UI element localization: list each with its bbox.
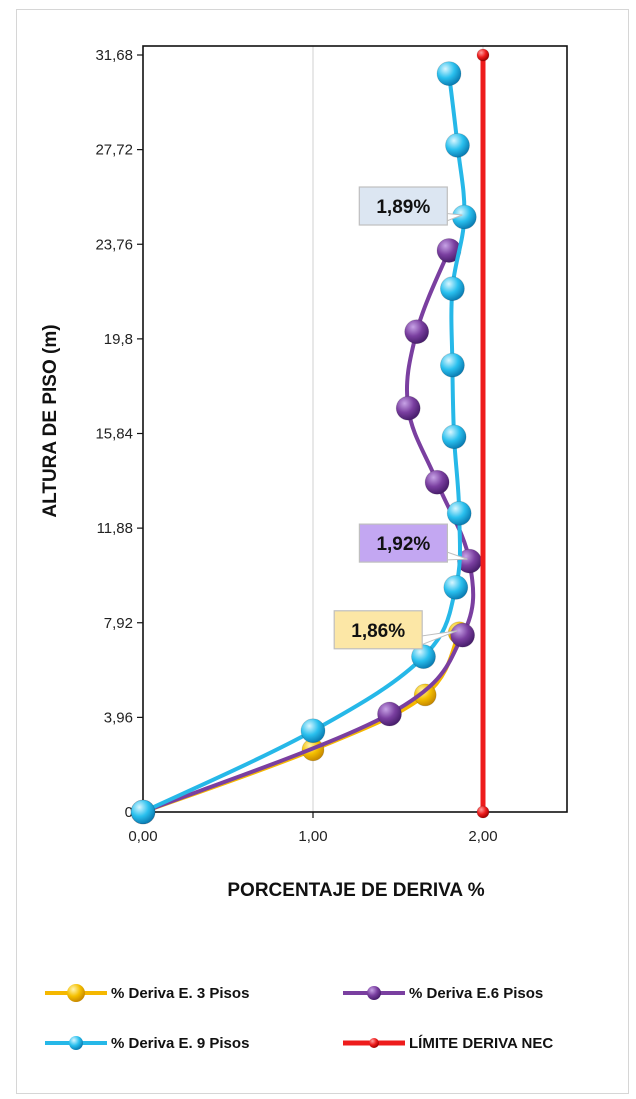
data-point (436, 61, 462, 87)
data-point (413, 683, 437, 707)
data-point (395, 395, 421, 421)
data-point (445, 132, 470, 158)
x-axis-title: PORCENTAJE DE DERIVA % (227, 880, 484, 901)
chart-frame (16, 9, 629, 1094)
y-tick-label: 7,92 (104, 615, 133, 632)
data-point (450, 622, 476, 648)
data-point (404, 319, 430, 345)
callout-box (358, 186, 448, 226)
series-2 (130, 61, 477, 825)
data-point (476, 48, 490, 62)
y-tick-label: 27,72 (95, 142, 133, 159)
x-tick-label: 0,00 (128, 828, 157, 845)
data-point (441, 424, 467, 450)
legend-marker (369, 1038, 379, 1048)
data-label: 1,92% (376, 534, 430, 555)
legend-label: LÍMITE DERIVA NEC (409, 1035, 553, 1052)
data-point (439, 276, 465, 302)
data-label: 1,89% (376, 197, 430, 218)
data-point (439, 352, 465, 378)
legend-marker (67, 984, 85, 1002)
legend-item: LÍMITE DERIVA NEC (343, 1035, 553, 1052)
data-point (424, 469, 450, 495)
axes: 0 3,96 7,92 11,88 15,84 19,8 23,76 27,72 31,68 0,… (95, 45, 568, 845)
y-tick-label: 31,68 (95, 47, 133, 64)
data-callout: 1,92% (358, 523, 468, 563)
legend: % Deriva E. 3 Pisos % Deriva E.6 Pisos % D… (45, 984, 553, 1052)
legend-label: % Deriva E.6 Pisos (409, 985, 543, 1002)
callout-box (333, 610, 423, 650)
data-point (476, 805, 490, 819)
legend-label: % Deriva E. 3 Pisos (111, 985, 249, 1002)
legend-marker (69, 1036, 83, 1050)
y-tick-label: 23,76 (95, 236, 133, 253)
data-callout: 1,89% (358, 186, 463, 226)
legend-item: % Deriva E. 3 Pisos (45, 984, 249, 1002)
y-tick-label: 19,8 (104, 331, 133, 348)
y-tick-label: 15,84 (95, 426, 133, 443)
series-3 (476, 48, 490, 819)
data-point (446, 500, 472, 526)
y-tick-label: 3,96 (104, 709, 133, 726)
data-point (443, 574, 469, 600)
legend-item: % Deriva E. 9 Pisos (45, 1035, 249, 1052)
data-point (411, 644, 436, 670)
x-tick-label: 2,00 (468, 828, 497, 845)
data-point (300, 718, 326, 744)
callouts: 1,89% 1,92% 1,86% (333, 186, 468, 650)
legend-item: % Deriva E.6 Pisos (343, 985, 543, 1002)
legend-marker (367, 986, 381, 1000)
x-tick-label: 1,00 (298, 828, 327, 845)
data-callout: 1,86% (333, 610, 458, 650)
y-tick-label: 0 (125, 804, 133, 821)
data-label: 1,86% (351, 621, 405, 642)
series (130, 48, 490, 825)
data-point (377, 701, 402, 727)
legend-label: % Deriva E. 9 Pisos (111, 1035, 249, 1052)
plot-area (142, 45, 568, 813)
data-point (130, 799, 156, 825)
y-tick-label: 11,88 (97, 520, 133, 537)
callout-box (358, 523, 448, 563)
y-axis-title: ALTURA DE PISO (m) (40, 324, 61, 517)
